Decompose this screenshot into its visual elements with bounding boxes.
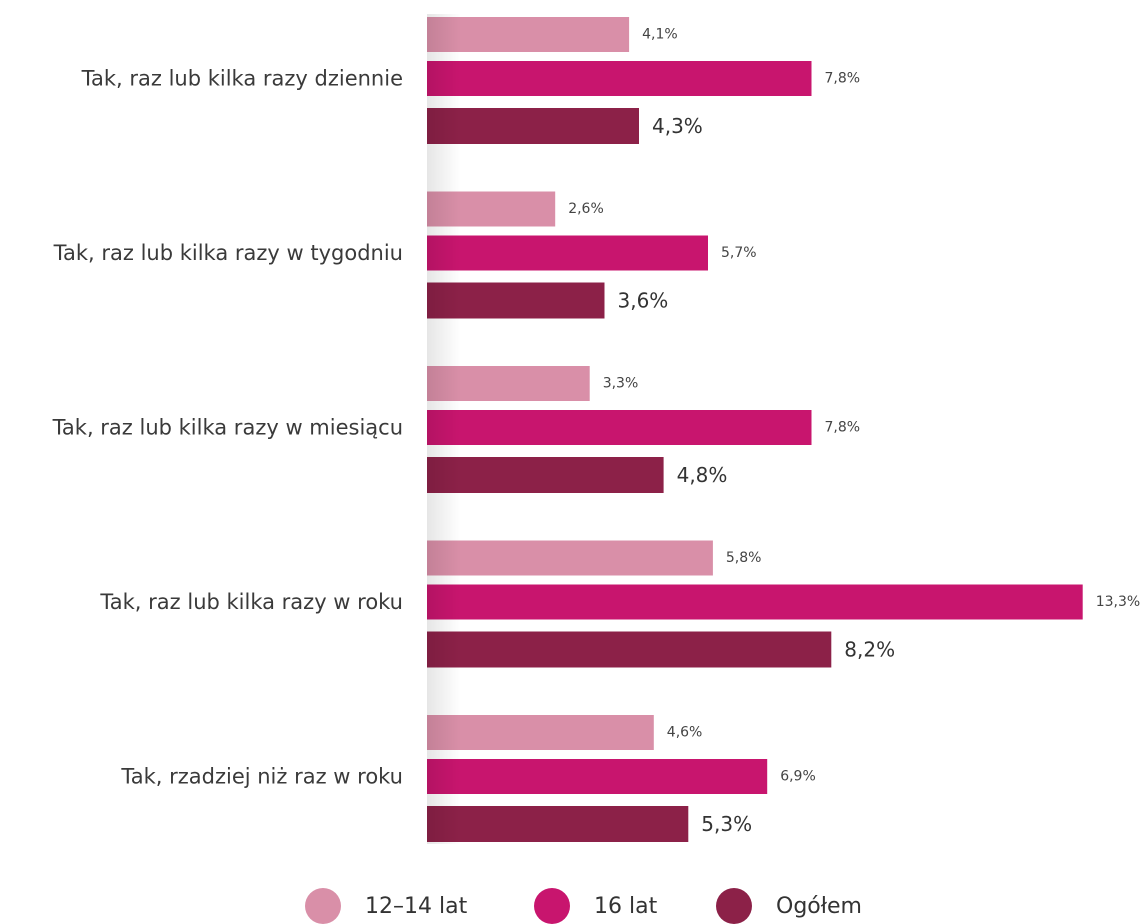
category-label-1: Tak, raz lub kilka razy dziennie [81, 67, 403, 91]
legend-label-12-14: 12–14 lat [365, 893, 468, 919]
value-label-ogo-em-2: 3,6% [618, 289, 669, 313]
legend-swatch-16 [534, 888, 570, 924]
legend-item-12-14: 12–14 lat [305, 888, 467, 924]
value-label-12-14-lat-1: 4,1% [642, 27, 678, 43]
bar-ogo-em-1 [427, 108, 639, 144]
bar-16-lat-3 [427, 410, 812, 445]
bars [427, 17, 1083, 842]
bar-ogo-em-3 [427, 457, 664, 493]
value-label-12-14-lat-5: 4,6% [667, 725, 703, 741]
value-labels: 4,1% 7,8% 4,3% 2,6% 5,7% 3,6% 3,3% 7,8% 4,8% 5,8%… [568, 27, 1140, 837]
category-label-2: Tak, raz lub kilka razy w tygodniu [53, 241, 403, 265]
bar-16-lat-5 [427, 759, 768, 794]
bar-12-14-lat-5 [427, 715, 654, 750]
value-label-16-lat-3: 7,8% [825, 420, 861, 436]
legend-label-ogolem: Ogółem [776, 893, 862, 919]
bar-16-lat-2 [427, 235, 708, 271]
bar-ogo-em-5 [427, 806, 689, 842]
legend-item-ogolem: Ogółem [716, 888, 862, 924]
value-label-16-lat-4: 13,3% [1096, 594, 1140, 610]
value-label-12-14-lat-3: 3,3% [603, 376, 639, 392]
category-label-4: Tak, raz lub kilka razy w roku [99, 590, 403, 614]
value-label-ogo-em-3: 4,8% [677, 463, 728, 487]
bar-12-14-lat-4 [427, 540, 713, 576]
legend-swatch-ogolem [716, 888, 752, 924]
axis-shadow [427, 14, 461, 844]
value-label-ogo-em-1: 4,3% [652, 114, 703, 138]
value-label-12-14-lat-2: 2,6% [568, 201, 604, 217]
value-label-12-14-lat-4: 5,8% [726, 550, 762, 566]
value-label-16-lat-2: 5,7% [721, 245, 757, 261]
value-label-16-lat-1: 7,8% [825, 71, 861, 87]
legend: 12–14 lat 16 lat Ogółem [0, 888, 1148, 924]
legend-swatch-12-14 [305, 888, 341, 924]
value-label-16-lat-5: 6,9% [780, 769, 816, 785]
category-label-3: Tak, raz lub kilka razy w miesiącu [52, 416, 403, 440]
legend-label-16: 16 lat [594, 893, 658, 919]
category-label-5: Tak, rzadziej niż raz w roku [120, 765, 403, 789]
bar-16-lat-4 [427, 584, 1083, 620]
bar-16-lat-1 [427, 61, 812, 96]
bar-ogo-em-4 [427, 631, 832, 668]
category-labels: Tak, raz lub kilka razy dziennie Tak, raz… [52, 67, 403, 789]
value-label-ogo-em-5: 5,3% [701, 812, 752, 836]
legend-item-16: 16 lat [534, 888, 657, 924]
value-label-ogo-em-4: 8,2% [844, 638, 895, 662]
